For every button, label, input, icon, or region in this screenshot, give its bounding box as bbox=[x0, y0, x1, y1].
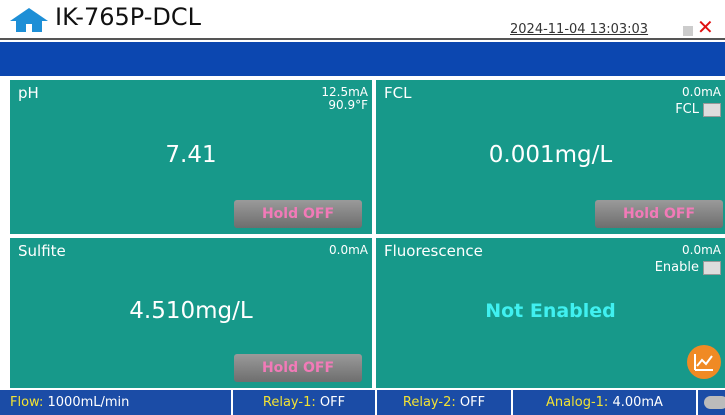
panel-fcl[interactable]: FCL 0.0mA FCL 0.001mg/L Hold OFF bbox=[376, 80, 725, 234]
current: 0.0mA bbox=[682, 85, 721, 99]
hold-button[interactable]: Hold OFF bbox=[234, 200, 362, 228]
status-indicator bbox=[704, 396, 725, 409]
status-relay2: Relay-2: OFF bbox=[377, 390, 511, 415]
datetime: 2024-11-04 13:03:03 bbox=[510, 22, 649, 37]
status-end bbox=[698, 390, 725, 415]
toggle-label: FCL bbox=[675, 102, 699, 117]
status-relay1: Relay-1: OFF bbox=[233, 390, 375, 415]
current: 0.0mA bbox=[682, 243, 721, 257]
panel-name: Sulfite bbox=[18, 242, 66, 260]
status-label: Flow: bbox=[10, 395, 44, 410]
blue-bar bbox=[0, 42, 725, 76]
status-value: 4.00mA bbox=[612, 395, 663, 410]
status-analog1: Analog-1: 4.00mA bbox=[513, 390, 696, 415]
toggle[interactable] bbox=[703, 102, 721, 117]
panel-name: pH bbox=[18, 84, 39, 102]
hold-button[interactable]: Hold OFF bbox=[234, 354, 362, 382]
device-title: IK-765P-DCL bbox=[55, 3, 201, 31]
status-label: Analog-1: bbox=[546, 395, 609, 410]
temperature: 90.9°F bbox=[328, 98, 368, 112]
trend-button[interactable] bbox=[686, 344, 722, 380]
hold-button[interactable]: Hold OFF bbox=[595, 200, 723, 228]
home-icon[interactable] bbox=[8, 4, 50, 34]
status-square bbox=[683, 26, 693, 36]
reading: 7.41 bbox=[165, 142, 217, 168]
status-value: 1000mL/min bbox=[47, 395, 130, 410]
status-value: OFF bbox=[459, 395, 486, 410]
reading: 4.510mg/L bbox=[129, 298, 253, 324]
status-value: OFF bbox=[319, 395, 346, 410]
toggle-label: Enable bbox=[654, 260, 699, 275]
status-label: Relay-2: bbox=[402, 395, 456, 410]
status-label: Relay-1: bbox=[262, 395, 316, 410]
close-button[interactable]: ✕ bbox=[697, 15, 714, 39]
current: 12.5mA bbox=[321, 85, 368, 99]
current: 0.0mA bbox=[329, 243, 368, 257]
panel-sulfite[interactable]: Sulfite 0.0mA 4.510mg/L Hold OFF bbox=[10, 238, 372, 388]
status-text: Not Enabled bbox=[485, 300, 616, 322]
panel-ph[interactable]: pH 12.5mA 90.9°F 7.41 Hold OFF bbox=[10, 80, 372, 234]
panel-name: FCL bbox=[384, 84, 412, 102]
reading: 0.001mg/L bbox=[488, 142, 613, 168]
panel-name: Fluorescence bbox=[384, 242, 483, 260]
panel-fluorescence[interactable]: Fluorescence 0.0mA Enable Not Enabled bbox=[376, 238, 725, 388]
toggle[interactable] bbox=[703, 260, 721, 275]
status-flow: Flow: 1000mL/min bbox=[0, 390, 231, 415]
header-rule bbox=[0, 38, 725, 40]
